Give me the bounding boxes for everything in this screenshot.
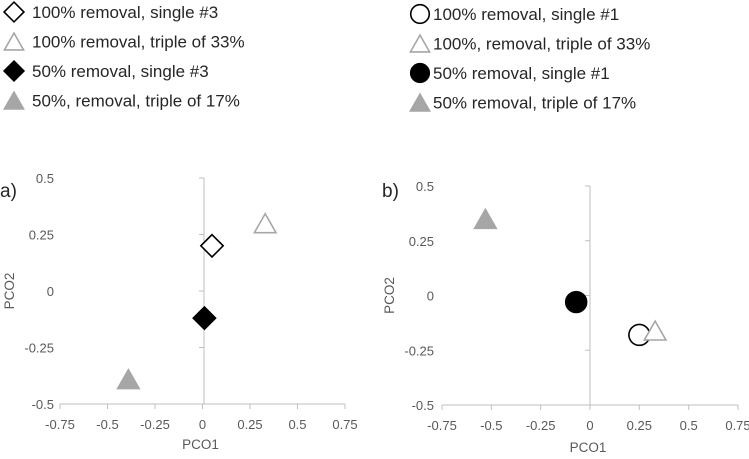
legend-left: 100% removal, single #3 100% removal, tri… xyxy=(2,0,245,111)
legend-label: 50%, removal, triple of 17% xyxy=(32,92,240,111)
y-tick-label: -0.5 xyxy=(32,397,54,412)
x-tick-label: 0.75 xyxy=(332,417,357,432)
legend-label: 50% removal, single #3 xyxy=(32,62,209,81)
data-point xyxy=(564,290,588,314)
circle-filled-icon xyxy=(409,62,431,84)
data-point xyxy=(199,233,225,259)
legend-item: 50%, removal, triple of 17% xyxy=(3,90,240,111)
x-tick-label: 0.5 xyxy=(288,417,306,432)
x-tick-label: 0 xyxy=(586,418,593,433)
y-tick-label: 0.25 xyxy=(409,234,434,249)
legend-label: 100%, removal, triple of 33% xyxy=(433,35,650,54)
legend-label: 100% removal, triple of 33% xyxy=(32,33,245,52)
legend-right: 100% removal, single #1 100%, removal, tr… xyxy=(409,3,650,113)
x-axis-title: PCO1 xyxy=(182,437,219,452)
data-point xyxy=(116,368,141,390)
legend-label: 50% removal, single #1 xyxy=(433,64,610,83)
y-tick-label: 0 xyxy=(427,289,434,304)
legend-label: 50% removal, triple of 17% xyxy=(433,94,636,113)
panel-label: a) xyxy=(0,181,17,202)
x-tick-label: -0.75 xyxy=(427,418,457,433)
y-tick-label: 0 xyxy=(47,284,54,299)
x-tick-label: -0.25 xyxy=(526,418,556,433)
x-tick-label: 0 xyxy=(199,417,206,432)
legend-label: 100% removal, single #1 xyxy=(433,5,619,24)
x-tick-label: 0.25 xyxy=(627,418,652,433)
diamond-filled-icon xyxy=(2,59,26,83)
y-tick-label: 0.25 xyxy=(29,228,54,243)
x-tick-label: -0.75 xyxy=(45,417,75,432)
legend-label: 100% removal, single #3 xyxy=(32,3,218,22)
y-tick-label: -0.5 xyxy=(412,398,434,413)
x-axis-title: PCO1 xyxy=(570,440,607,455)
circle-open-icon xyxy=(409,3,431,25)
y-tick-label: 0.5 xyxy=(416,179,434,194)
legend-item: 100% removal, triple of 33% xyxy=(3,31,245,52)
data-point xyxy=(192,305,217,331)
panel-label: b) xyxy=(382,181,399,202)
diamond-open-icon xyxy=(2,0,26,24)
triangle-open-icon xyxy=(409,33,431,53)
y-axis-title: PCO2 xyxy=(2,273,17,310)
data-point xyxy=(253,212,278,234)
scatter-panel-a: a) -0.75 -0.5 -0.25 0 0.25 0.5 0.75 0.5 0.25 0 -0.2… xyxy=(0,171,358,452)
legend-item: 50% removal, single #3 xyxy=(2,59,209,83)
x-tick-label: 0.75 xyxy=(725,418,749,433)
triangle-filled-icon xyxy=(3,90,25,110)
y-tick-label: -0.25 xyxy=(24,341,54,356)
x-tick-label: -0.25 xyxy=(140,417,170,432)
legend-item: 50% removal, single #1 xyxy=(409,62,610,84)
triangle-open-icon xyxy=(3,31,25,51)
x-tick-label: -0.5 xyxy=(96,417,118,432)
data-point xyxy=(473,207,498,230)
legend-item: 50% removal, triple of 17% xyxy=(409,92,636,113)
y-tick-label: 0.5 xyxy=(36,171,54,186)
triangle-filled-icon xyxy=(409,92,431,112)
x-tick-label: 0.5 xyxy=(680,418,698,433)
scatter-panel-b: b) -0.75 -0.5 -0.25 0 0.25 0.5 0.75 0.5 0.25 0 -0.2… xyxy=(382,179,749,455)
x-tick-label: 0.25 xyxy=(237,417,262,432)
y-axis-title: PCO2 xyxy=(382,277,397,314)
legend-item: 100% removal, single #1 xyxy=(409,3,619,25)
legend-item: 100%, removal, triple of 33% xyxy=(409,33,650,54)
data-point xyxy=(642,319,668,341)
y-tick-label: -0.25 xyxy=(404,343,434,358)
x-tick-label: -0.5 xyxy=(480,418,502,433)
legend-item: 100% removal, single #3 xyxy=(2,0,218,24)
